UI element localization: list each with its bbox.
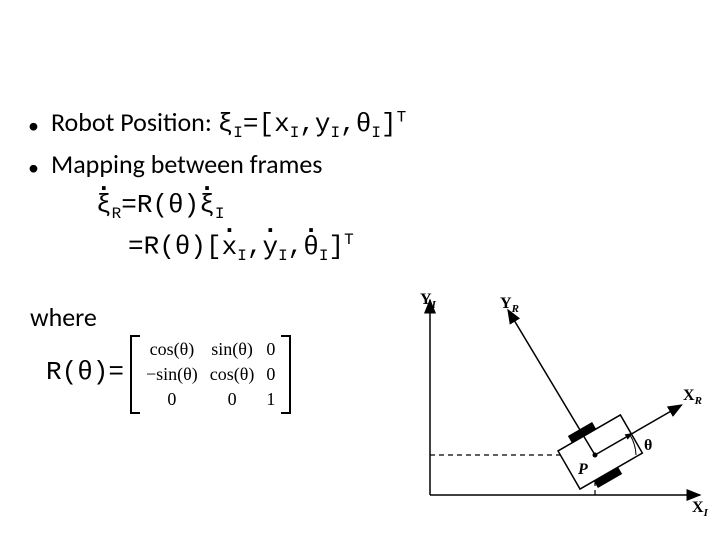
f-end: ] xyxy=(381,109,397,139)
yi-label: YI xyxy=(420,291,437,311)
sub-i: I xyxy=(331,124,341,142)
eq1-mid: =R(θ) xyxy=(121,190,199,220)
x-dot: x xyxy=(222,232,238,262)
f-mid3: ,θ xyxy=(340,109,371,139)
bullet-marker: • xyxy=(28,115,39,137)
robot-group xyxy=(554,379,697,496)
sub-i: I xyxy=(233,124,243,142)
matrix-cells: cos(θ) sin(θ) 0 −sin(θ) cos(θ) 0 0 0 1 xyxy=(140,335,281,414)
matrix-cell: sin(θ) xyxy=(211,339,253,360)
xi-label: XI xyxy=(692,499,709,519)
equation-1: ξR=R(θ)ξI xyxy=(96,190,702,223)
xi: ξ xyxy=(218,109,234,139)
xr-label: XR xyxy=(683,387,702,407)
matrix-cell: 0 xyxy=(266,364,275,385)
eq2-end: ] xyxy=(329,232,345,262)
sub-r: R xyxy=(112,205,122,223)
bullet-2: • Mapping between frames xyxy=(22,148,702,180)
bullet-1: • Robot Position: ξI=[xI,yI,θI]T xyxy=(22,106,702,142)
matrix-cell: cos(θ) xyxy=(210,364,255,385)
xi-dot: ξ xyxy=(199,190,215,220)
robot-frame-diagram: YI XI YR XR θ P xyxy=(400,290,710,520)
matrix-cell: cos(θ) xyxy=(150,339,195,360)
bullet-marker: • xyxy=(28,157,39,179)
theta-dot: θ xyxy=(303,232,319,262)
sub-i: I xyxy=(319,247,329,265)
comma: , xyxy=(247,232,263,262)
xi-dot: ξ xyxy=(96,190,112,220)
matrix-cell: 0 xyxy=(167,389,176,410)
matrix-cell: 1 xyxy=(266,389,275,410)
bullet-1-label: Robot Position: xyxy=(51,106,218,138)
robot-y-axis xyxy=(508,310,595,455)
bullet-1-formula: ξI=[xI,yI,θI]T xyxy=(218,109,407,139)
f-mid2: ,y xyxy=(299,109,330,139)
theta-label: θ xyxy=(644,437,652,454)
f-mid: =[x xyxy=(243,109,290,139)
bracket-left xyxy=(130,335,140,414)
eq2-prefix: =R(θ)[ xyxy=(128,232,222,262)
r-theta: R(θ)= xyxy=(46,357,124,387)
sup-t: T xyxy=(397,108,407,126)
sub-i: I xyxy=(371,124,381,142)
rotation-matrix: cos(θ) sin(θ) 0 −sin(θ) cos(θ) 0 0 0 1 xyxy=(130,335,291,414)
p-label: P xyxy=(577,461,588,478)
sub-i: I xyxy=(290,124,300,142)
diagram-svg: YI XI YR XR θ P xyxy=(400,290,710,520)
matrix-cell: 0 xyxy=(266,339,275,360)
sup-t: T xyxy=(344,231,354,249)
y-dot: y xyxy=(262,232,278,262)
bullet-2-label: Mapping between frames xyxy=(51,148,322,180)
bracket-right xyxy=(281,335,291,414)
matrix-cell: −sin(θ) xyxy=(146,364,198,385)
equation-2: =R(θ)[xI,yI,θI]T xyxy=(128,231,702,265)
sub-i: I xyxy=(278,247,288,265)
sub-i: I xyxy=(237,247,247,265)
bullet-1-text: Robot Position: ξI=[xI,yI,θI]T xyxy=(51,106,406,142)
comma: , xyxy=(288,232,304,262)
matrix-cell: 0 xyxy=(228,389,237,410)
